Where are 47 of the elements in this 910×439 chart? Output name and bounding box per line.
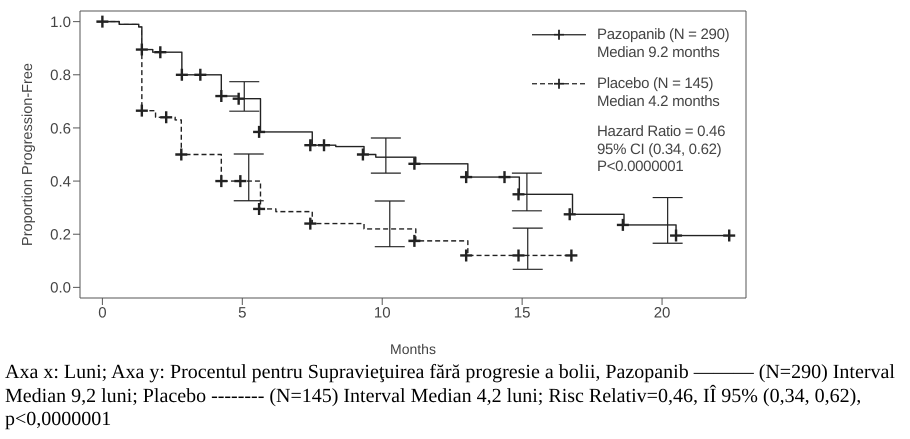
legend-label: Placebo (N = 145) Median 4.2 months xyxy=(597,75,720,110)
x-tick-label: 20 xyxy=(654,304,670,322)
x-tick-label: 0 xyxy=(98,304,107,322)
point xyxy=(497,170,512,184)
point xyxy=(722,228,736,243)
point xyxy=(407,234,422,248)
x-axis-title: Months xyxy=(390,341,436,357)
point xyxy=(252,202,266,216)
y-tick-label: 0.2 xyxy=(50,226,71,244)
point xyxy=(214,88,229,104)
point xyxy=(193,68,208,82)
point xyxy=(303,216,318,231)
point xyxy=(134,103,150,118)
point xyxy=(174,68,190,82)
point xyxy=(356,147,370,162)
point xyxy=(303,138,318,152)
text: Axa x: Luni; Axa y: Procentul pentru Supravieţuirea fără progresie a bolii, Pazopanib ——— (N=290) Interval Median 9,2 luni; Placebo -------- (N=145) Interval Median 4,2 luni; Risc Relativ=0,46, IÎ 95% (0,34, 0,62), p<0,0000001 xyxy=(5,361,896,432)
point xyxy=(233,174,248,188)
point xyxy=(252,124,266,140)
point xyxy=(564,248,579,263)
x-tick-label: 15 xyxy=(514,304,530,322)
point xyxy=(153,44,168,60)
y-tick-label: 1.0 xyxy=(50,14,71,31)
point xyxy=(95,14,110,29)
y-tick-label: 0.4 xyxy=(50,173,71,190)
x-tick-label: 10 xyxy=(374,304,391,322)
point xyxy=(616,218,630,232)
legend-label: Pazopanib (N = 290) Median 9.2 months xyxy=(597,26,730,61)
point xyxy=(134,42,150,57)
point xyxy=(214,174,229,188)
point xyxy=(511,248,526,263)
y-tick-label: 0.8 xyxy=(50,67,71,84)
point xyxy=(562,207,577,222)
point xyxy=(458,248,474,263)
point xyxy=(511,187,526,202)
y-axis-title: Proportion Progression-Free xyxy=(20,63,36,246)
point xyxy=(407,156,422,171)
point xyxy=(158,110,174,124)
x-tick-label: 5 xyxy=(238,304,246,322)
point xyxy=(316,138,332,152)
point xyxy=(668,228,684,243)
y-tick-label: 0.6 xyxy=(50,120,71,138)
point xyxy=(231,91,246,106)
y-tick-label: 0.0 xyxy=(50,280,71,297)
point xyxy=(174,147,188,162)
annotation: Hazard Ratio = 0.46 95% CI (0.34, 0.62) P<0.0000001 xyxy=(597,123,726,176)
point xyxy=(458,170,474,184)
